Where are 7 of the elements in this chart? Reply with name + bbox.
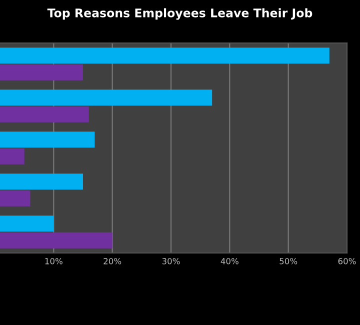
x-tick-label: 10% [45, 258, 62, 264]
x-tick-label: 40% [220, 258, 238, 264]
x-tick-label: 50% [280, 258, 298, 264]
x-tick-label: 60% [338, 258, 356, 264]
chart-title: Top Reasons Employees Leave Their Job [47, 8, 312, 20]
x-tick-label: 30% [162, 258, 180, 264]
x-tick-label: 20% [104, 258, 122, 264]
